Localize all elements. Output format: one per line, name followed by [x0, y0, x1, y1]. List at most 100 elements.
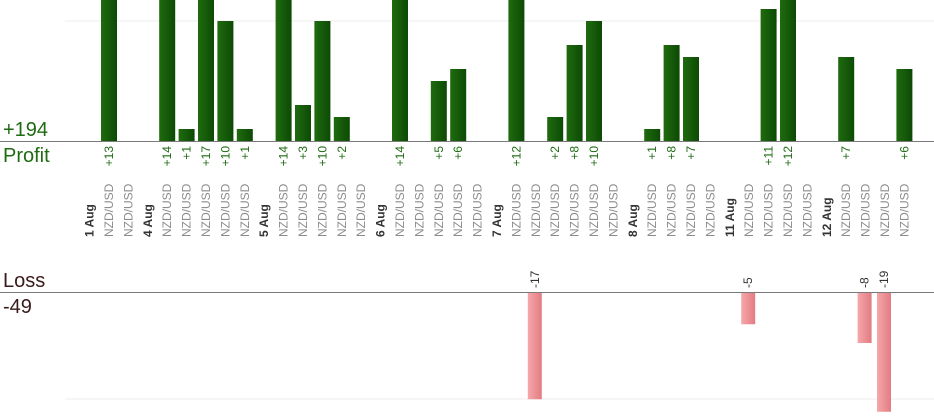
pair-label: NZD/USD: [606, 183, 620, 237]
pair-label: NZD/USD: [509, 183, 523, 237]
pair-label: NZD/USD: [878, 183, 892, 237]
pair-label: NZD/USD: [160, 183, 174, 237]
pair-label: NZD/USD: [742, 183, 756, 237]
loss-value-label: -19: [877, 270, 891, 288]
loss-bar: [741, 293, 756, 325]
pair-label: NZD/USD: [393, 183, 407, 237]
profit-value-label: +12: [509, 146, 523, 167]
profit-bar: [333, 117, 350, 141]
pair-label: NZD/USD: [218, 183, 232, 237]
pair-label: NZD/USD: [762, 183, 776, 237]
profit-value-label: +14: [160, 146, 174, 167]
profit-value-label: +13: [102, 146, 116, 167]
profit-value-label: +14: [277, 146, 291, 167]
profit-value-label: +10: [218, 146, 232, 167]
pair-label: NZD/USD: [839, 183, 853, 237]
profit-value-label: +14: [393, 146, 407, 167]
date-label: 7 Aug: [490, 204, 504, 237]
pair-label: NZD/USD: [859, 183, 873, 237]
pair-label: NZD/USD: [451, 183, 465, 237]
profit-value-label: +6: [897, 146, 911, 160]
loss-bar: [527, 293, 542, 400]
pair-label: NZD/USD: [645, 183, 659, 237]
profit-value-label: +8: [568, 146, 582, 160]
pair-label: NZD/USD: [897, 183, 911, 237]
profit-value-label: +10: [315, 146, 329, 167]
loss-bar: [877, 293, 891, 412]
pair-label: NZD/USD: [412, 183, 426, 237]
profit-bar: [159, 0, 176, 141]
date-label: 1 Aug: [83, 204, 97, 237]
profit-value-label: +12: [781, 146, 795, 167]
pair-label: NZD/USD: [432, 183, 446, 237]
loss-value-label: -5: [741, 277, 755, 288]
profit-bar: [178, 129, 195, 141]
profit-value-label: +11: [762, 146, 776, 166]
profit-value-label: +17: [199, 146, 213, 167]
profit-bar: [586, 21, 602, 141]
profit-bar: [314, 21, 331, 141]
loss-total: -49: [3, 296, 32, 318]
profit-label: Profit: [3, 145, 50, 167]
profit-bar: [780, 0, 796, 141]
pair-label: NZD/USD: [548, 183, 562, 237]
profit-value-label: +7: [839, 146, 853, 160]
pair-label: NZD/USD: [102, 183, 116, 237]
profit-value-label: +6: [451, 146, 465, 160]
pair-label: NZD/USD: [277, 183, 291, 237]
pair-label: NZD/USD: [568, 183, 582, 237]
pair-label: NZD/USD: [238, 183, 252, 237]
profit-value-label: +8: [665, 146, 679, 160]
profit-bar: [508, 0, 525, 141]
pair-label: NZD/USD: [296, 183, 310, 237]
profit-value-label: +1: [645, 146, 659, 160]
date-label: 8 Aug: [626, 204, 640, 237]
pair-label: NZD/USD: [665, 183, 679, 237]
pair-label: NZD/USD: [529, 183, 543, 237]
profit-total: +194: [3, 119, 49, 141]
date-label: 12 Aug: [820, 197, 834, 237]
pair-label: NZD/USD: [199, 183, 213, 237]
date-label: 5 Aug: [257, 204, 271, 237]
pair-label: NZD/USD: [335, 183, 349, 237]
pair-label: NZD/USD: [315, 183, 329, 237]
profit-bar: [392, 0, 408, 141]
profit-bar: [547, 117, 564, 141]
pair-label: NZD/USD: [471, 183, 485, 237]
profit-value-label: +3: [296, 146, 310, 160]
profit-bar: [450, 69, 467, 141]
profit-bar: [275, 0, 292, 141]
profit-bar: [101, 0, 117, 141]
profit-bar: [838, 57, 855, 141]
pair-label: NZD/USD: [800, 183, 814, 237]
pair-label: NZD/USD: [781, 183, 795, 237]
pair-label: NZD/USD: [703, 183, 717, 237]
profit-value-label: +7: [684, 146, 698, 160]
loss-bar: [857, 293, 872, 343]
profit-value-label: +2: [335, 146, 349, 160]
loss-value-label: -17: [528, 270, 542, 288]
profit-bar: [896, 69, 913, 141]
profit-bar: [663, 45, 680, 141]
profit-bar: [760, 9, 777, 141]
profit-value-label: +1: [180, 146, 194, 160]
profit-bar: [295, 105, 311, 141]
pair-label: NZD/USD: [354, 183, 368, 237]
profit-bar: [430, 81, 447, 141]
profit-bar: [683, 57, 699, 141]
profit-bar: [236, 129, 253, 141]
profit-bar: [198, 0, 214, 141]
date-label: 6 Aug: [374, 204, 388, 237]
date-label: 4 Aug: [141, 204, 155, 237]
profit-value-label: +1: [238, 146, 252, 160]
loss-label: Loss: [3, 270, 46, 292]
pair-label: NZD/USD: [121, 183, 135, 237]
profit-bar: [217, 21, 234, 141]
profit-value-label: +5: [432, 146, 446, 160]
pair-label: NZD/USD: [180, 183, 194, 237]
loss-value-label: -8: [858, 277, 872, 288]
profit-bar: [644, 129, 661, 141]
pair-label: NZD/USD: [587, 183, 601, 237]
profit-bar: [566, 45, 583, 141]
